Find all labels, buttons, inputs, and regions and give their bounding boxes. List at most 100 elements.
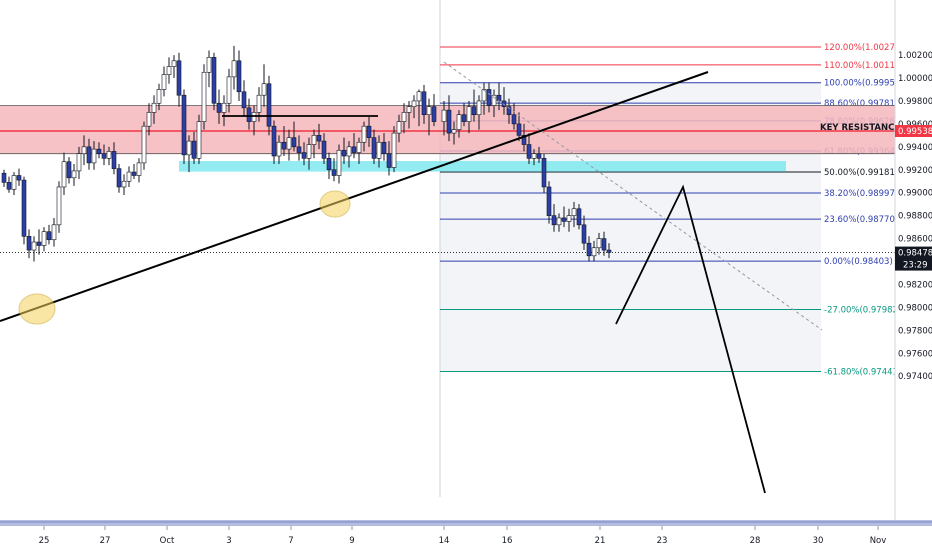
candle-bearish bbox=[471, 106, 477, 116]
candle-bearish bbox=[291, 137, 297, 148]
candle-bearish bbox=[541, 157, 547, 188]
candle-bullish bbox=[41, 231, 47, 246]
price-tick-label: 0.98000 bbox=[898, 303, 932, 313]
candle-bearish bbox=[16, 175, 22, 181]
fib-label: 120.00%(1.00270) bbox=[824, 43, 904, 53]
candle-bearish bbox=[421, 91, 427, 116]
candle-bearish bbox=[191, 140, 197, 159]
candle-bearish bbox=[66, 161, 72, 179]
price-tick-label: 0.99600 bbox=[898, 120, 932, 130]
time-tick-label: 14 bbox=[439, 536, 450, 546]
time-tick-label: 25 bbox=[39, 536, 50, 546]
chart-background bbox=[439, 0, 821, 497]
candle-bearish bbox=[551, 215, 557, 226]
candle-bullish bbox=[406, 106, 412, 113]
candle-bearish bbox=[461, 114, 467, 122]
candle-bullish bbox=[286, 137, 292, 150]
candle-bullish bbox=[51, 224, 57, 241]
candle-bullish bbox=[121, 180, 127, 188]
candle-bullish bbox=[276, 141, 282, 157]
candle-bullish bbox=[76, 153, 82, 172]
candle-bullish bbox=[81, 146, 87, 155]
candle-bullish bbox=[466, 106, 472, 122]
candle-bearish bbox=[211, 57, 217, 104]
candle-bullish bbox=[491, 94, 497, 106]
candle-bearish bbox=[601, 238, 607, 251]
candle-bearish bbox=[561, 217, 567, 222]
candle-bearish bbox=[586, 242, 592, 257]
candle-bullish bbox=[566, 215, 572, 222]
time-tick-label: Nov bbox=[870, 536, 887, 546]
candle-bullish bbox=[346, 146, 352, 157]
time-axis: 25 27 Oct 3 7 9 14 16 21 23 28 30 Nov bbox=[0, 520, 932, 546]
candle-bullish bbox=[231, 60, 237, 78]
candle-bearish bbox=[386, 153, 392, 168]
candle-bullish bbox=[356, 141, 362, 153]
time-tick-label: 16 bbox=[502, 536, 513, 546]
candle-bullish bbox=[126, 171, 132, 182]
candle-bullish bbox=[306, 144, 312, 159]
candle-bullish bbox=[256, 94, 262, 113]
price-tick-label: 0.98200 bbox=[898, 280, 932, 290]
candle-bearish bbox=[236, 60, 242, 93]
candle-bearish bbox=[351, 146, 357, 153]
fib-label: 110.00%(1.00114) bbox=[824, 61, 904, 71]
candle-bullish bbox=[71, 170, 77, 179]
price-tick-label: 0.97600 bbox=[898, 349, 932, 359]
candle-bullish bbox=[251, 112, 257, 122]
price-tick-label: 0.98600 bbox=[898, 235, 932, 245]
candle-bullish bbox=[361, 125, 367, 143]
candle-bullish bbox=[401, 112, 407, 122]
candle-bullish bbox=[221, 102, 227, 113]
candle-bearish bbox=[516, 123, 522, 136]
candle-bullish bbox=[146, 112, 152, 127]
candle-bullish bbox=[481, 89, 487, 102]
time-tick-label: 21 bbox=[595, 536, 606, 546]
candle-bearish bbox=[486, 89, 492, 106]
countdown-timer: 23:29 bbox=[903, 261, 928, 271]
candle-bearish bbox=[281, 141, 287, 150]
candle-bullish bbox=[336, 149, 342, 176]
candle-bullish bbox=[201, 71, 207, 122]
candle-bearish bbox=[506, 106, 512, 116]
ascending-trendline bbox=[0, 71, 709, 322]
candle-bearish bbox=[581, 224, 587, 244]
price-axis: 1.00200 1.00000 0.99800 0.99600 0.99400 0.992… bbox=[894, 0, 932, 522]
candle-bullish bbox=[441, 109, 447, 122]
fib-label: 38.20%(0.98997) bbox=[824, 189, 898, 199]
time-tick-label: Oct bbox=[160, 536, 175, 546]
projected-path bbox=[615, 184, 766, 494]
candle-bearish bbox=[316, 135, 322, 142]
price-tick-label: 0.99400 bbox=[898, 143, 932, 153]
candle-bearish bbox=[371, 137, 377, 159]
candle-bearish bbox=[1, 172, 7, 183]
price-tick-label: 0.99000 bbox=[898, 189, 932, 199]
candle-bearish bbox=[521, 135, 527, 145]
fib-trend-dashed bbox=[443, 61, 823, 331]
candle-bearish bbox=[576, 208, 582, 226]
current-price-label: 0.98478 bbox=[898, 249, 932, 259]
key-resistance-price-box bbox=[895, 125, 932, 137]
candle-bullish bbox=[31, 241, 37, 251]
time-tick-label: 27 bbox=[100, 536, 111, 546]
candle-bearish bbox=[501, 100, 507, 107]
candle-bearish bbox=[36, 241, 42, 246]
candle-bullish bbox=[426, 106, 432, 116]
candle-bearish bbox=[341, 149, 347, 157]
candle-bullish bbox=[136, 162, 142, 176]
price-tick-label: 0.98800 bbox=[898, 212, 932, 222]
fib-label: 100.00%(0.99959) bbox=[824, 79, 904, 89]
candle-bullish bbox=[206, 57, 212, 73]
drawings bbox=[0, 61, 823, 494]
support-zone bbox=[179, 161, 786, 172]
time-tick-label: 23 bbox=[657, 536, 668, 546]
candle-bullish bbox=[196, 121, 202, 159]
candle-bearish bbox=[116, 168, 122, 188]
price-tick-label: 1.00000 bbox=[898, 74, 932, 84]
highlight-circle bbox=[319, 190, 351, 218]
price-tick-label: 0.99800 bbox=[898, 97, 932, 107]
key-resistance-price: 0.99538 bbox=[898, 127, 932, 137]
candle-bearish bbox=[321, 140, 327, 159]
highlight-circle bbox=[18, 293, 56, 325]
